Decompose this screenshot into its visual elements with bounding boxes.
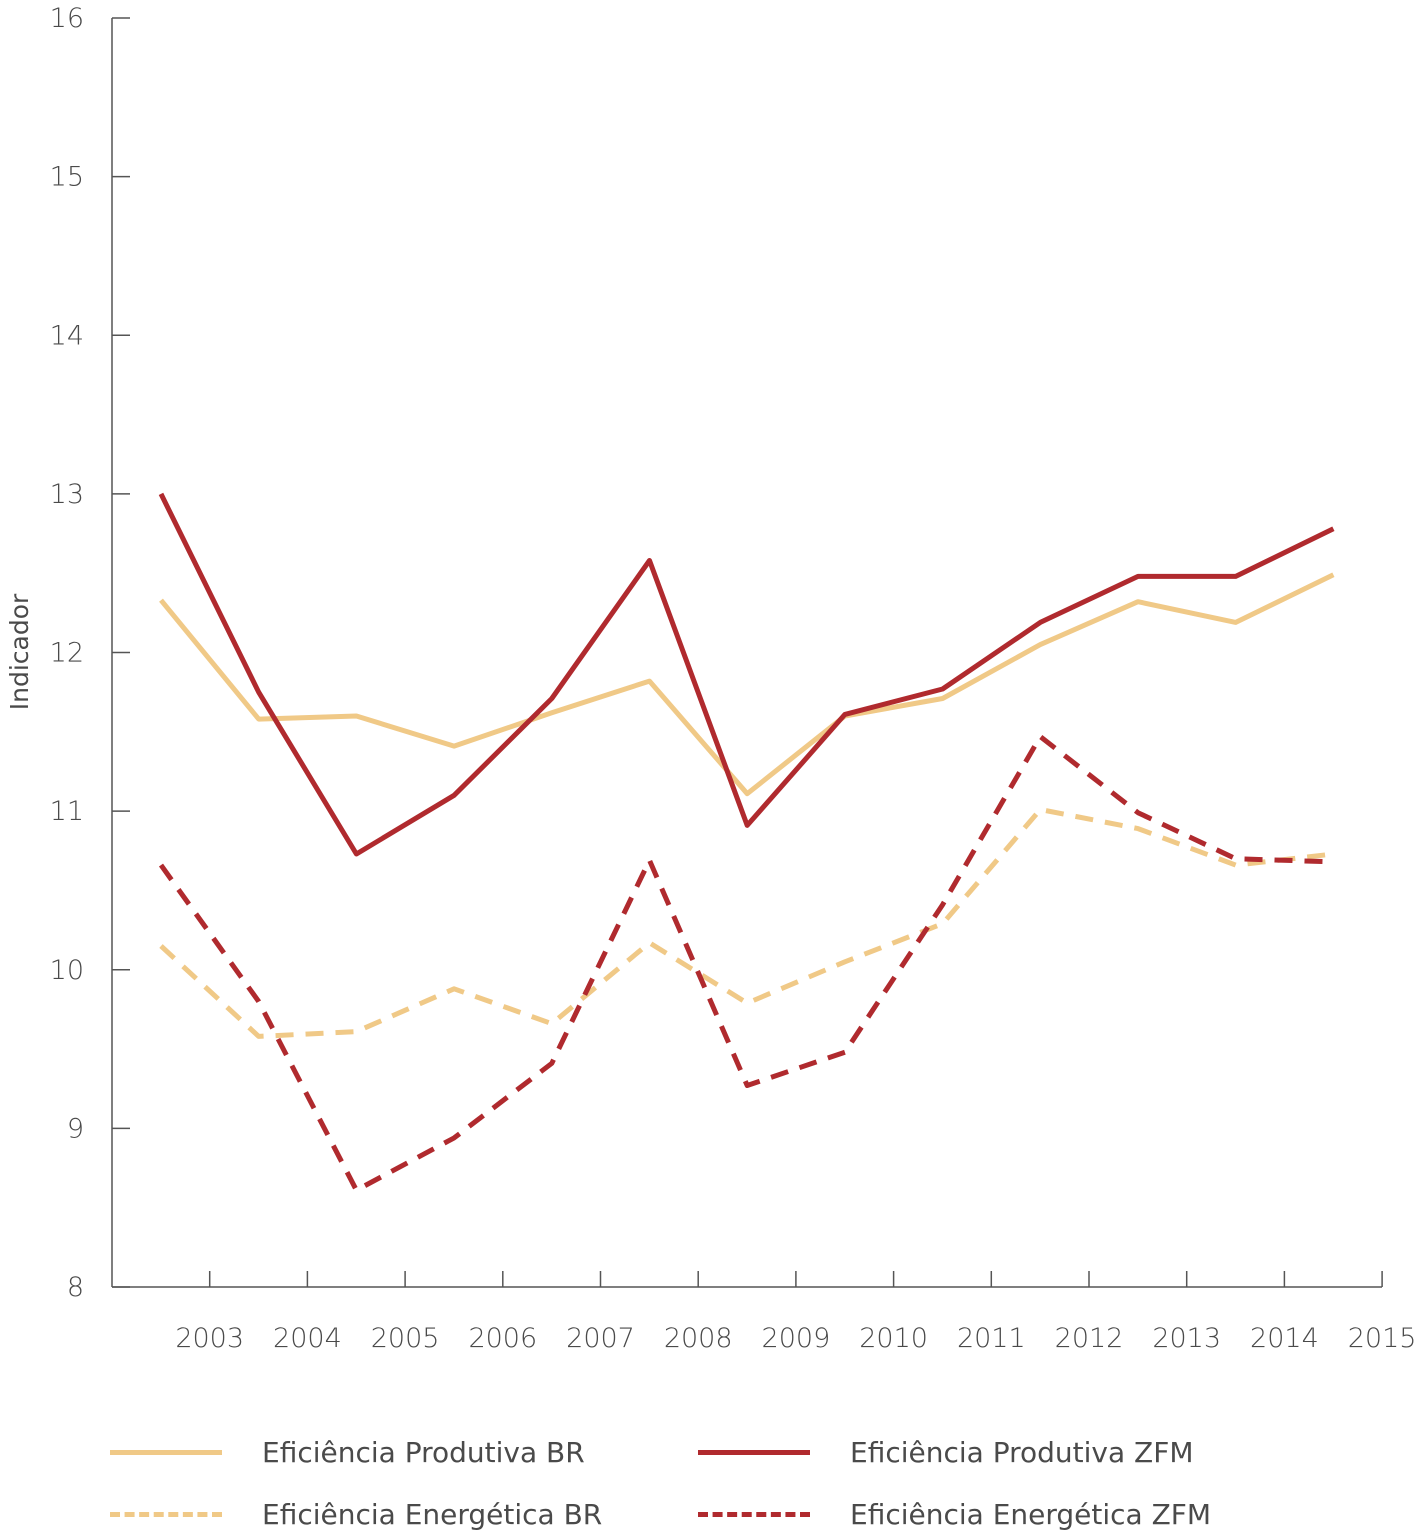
x-tick-label: 2004 [273,1323,342,1354]
x-tick-label: 2011 [957,1323,1026,1354]
y-tick-label: 16 [50,3,84,34]
series-line-efici-ncia-produtiva-zfm [158,492,1335,857]
y-tick-label: 15 [50,162,84,193]
x-tick-label: 2007 [566,1323,635,1354]
series-lines [158,492,1335,1193]
y-tick-label: 14 [50,320,84,351]
x-tick-label: 2006 [468,1323,537,1354]
x-tick-label: 2015 [1348,1323,1416,1354]
y-tick-label: 9 [67,1113,84,1144]
x-tick-label: 2005 [371,1323,440,1354]
series-line-efici-ncia-energ-tica-br [159,807,1334,1039]
y-axis-title: Indicador [5,593,34,710]
axes [111,18,1382,1288]
x-axis-ticks: 2003 2004 2005 2006 2007 2008 2009 2010 2011 2012… [175,1271,1416,1354]
x-tick-label: 2003 [175,1323,244,1354]
y-tick-label: 11 [50,796,84,827]
y-tick-label: 8 [67,1272,84,1303]
y-tick-label: 10 [50,955,84,986]
x-tick-label: 2012 [1055,1323,1124,1354]
series-line-efici-ncia-energ-tica-zfm [158,734,1334,1193]
x-tick-label: 2010 [859,1323,928,1354]
y-tick-label: 13 [50,479,84,510]
x-tick-label: 2009 [762,1323,831,1354]
y-axis-ticks: 8 9 10 11 12 13 14 15 16 [50,3,130,1303]
y-tick-label: 12 [50,638,84,669]
x-tick-label: 2008 [664,1323,733,1354]
x-tick-label: 2013 [1152,1323,1221,1354]
series-line-efici-ncia-produtiva-br [159,572,1335,797]
x-tick-label: 2014 [1250,1323,1319,1354]
